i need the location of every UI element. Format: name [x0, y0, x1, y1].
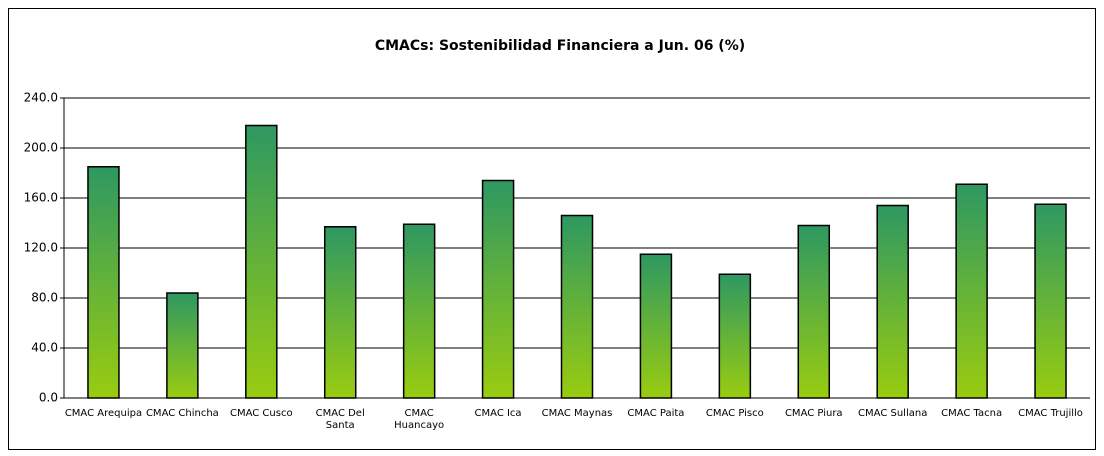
y-tick-label: 200.0 [24, 141, 58, 155]
bar [955, 183, 988, 399]
bar [639, 253, 673, 399]
x-tick-label: CMAC Chincha [145, 408, 219, 419]
x-tick-label: CMAC Ica [474, 408, 522, 419]
x-tick-label: CMAC Arequipa [64, 408, 143, 419]
bar [718, 273, 752, 399]
bar [87, 166, 120, 399]
bar [560, 214, 594, 399]
bar [481, 179, 515, 399]
x-tick-label: CMAC Huancayo [394, 408, 445, 431]
x-tick-label: CMAC Pisco [705, 408, 764, 419]
bar [402, 223, 436, 399]
bar [797, 224, 831, 399]
x-tick-label: CMAC Cusco [230, 408, 293, 419]
x-tick-label: CMAC Piura [784, 408, 843, 419]
x-tick-label: CMAC Paita [627, 408, 685, 419]
y-tick-label: 120.0 [24, 241, 58, 255]
bar [166, 292, 199, 399]
x-tick-label: CMAC Tacna [941, 408, 1003, 419]
bar [1034, 203, 1067, 399]
x-tick-label: CMAC Maynas [541, 408, 613, 419]
y-tick-label: 40.0 [31, 341, 58, 355]
bar [323, 226, 357, 399]
x-tick-label: CMAC Del Santa [315, 408, 365, 431]
y-tick-label: 0.0 [39, 391, 58, 405]
chart-title: CMACs: Sostenibilidad Financiera a Jun. … [375, 38, 745, 54]
bar [876, 204, 909, 399]
y-tick-label: 80.0 [31, 291, 58, 305]
x-tick-label: CMAC Sullana [858, 408, 928, 419]
y-tick-label: 240.0 [24, 91, 58, 105]
y-tick-label: 160.0 [24, 191, 58, 205]
bar [245, 124, 278, 399]
x-tick-label: CMAC Trujillo [1018, 408, 1083, 419]
